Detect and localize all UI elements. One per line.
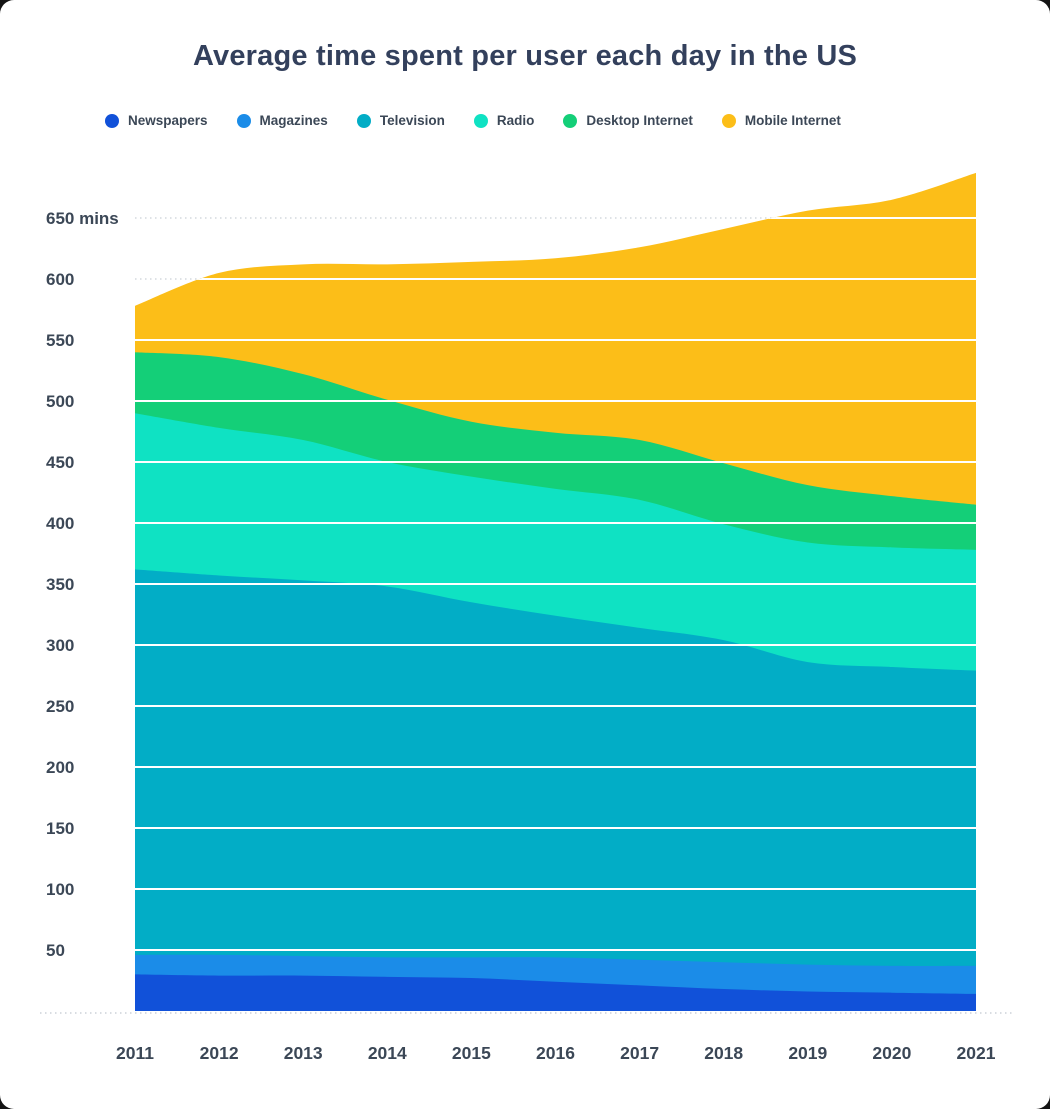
x-tick-label-2015: 2015 — [452, 1043, 491, 1063]
x-tick-label-2018: 2018 — [704, 1043, 743, 1063]
x-tick-label-2019: 2019 — [788, 1043, 827, 1063]
y-tick-label-500: 500 — [46, 392, 74, 411]
x-tick-label-2021: 2021 — [957, 1043, 996, 1063]
y-tick-label-550: 550 — [46, 331, 74, 350]
chart-title: Average time spent per user each day in … — [192, 40, 858, 72]
mobile-internet-legend-dot — [721, 113, 736, 128]
y-tick-label-100: 100 — [46, 880, 74, 899]
legend-label: Newspapers — [128, 113, 208, 128]
magazines-legend-dot — [236, 113, 251, 128]
x-tick-label-2011: 2011 — [116, 1043, 154, 1063]
x-tick-label-2016: 2016 — [536, 1043, 575, 1063]
y-tick-label-150: 150 — [46, 819, 74, 838]
x-tick-label-2017: 2017 — [620, 1043, 659, 1063]
y-tick-label-350: 350 — [46, 575, 74, 594]
y-tick-label-600: 600 — [46, 270, 74, 289]
x-tick-label-2014: 2014 — [368, 1043, 407, 1063]
y-tick-label-400: 400 — [46, 514, 74, 533]
legend-label: Radio — [496, 113, 535, 128]
legend-label: Mobile Internet — [744, 113, 841, 128]
x-tick-label-2020: 2020 — [872, 1043, 911, 1063]
desktop-internet-legend-dot — [563, 113, 578, 128]
newspapers-legend-dot — [105, 113, 119, 128]
legend: Newspapers Magazines Television Radio Deskto… — [105, 113, 841, 128]
television-legend-dot — [356, 113, 371, 128]
y-tick-label-300: 300 — [46, 636, 74, 655]
legend-label: Desktop Internet — [586, 113, 693, 128]
legend-item-desktop-internet: Desktop Internet — [563, 113, 693, 128]
area-newspapers — [135, 974, 976, 1011]
radio-legend-dot — [473, 113, 488, 128]
x-tick-label-2012: 2012 — [200, 1043, 239, 1063]
legend-item-radio: Radio — [473, 113, 535, 128]
area-television — [135, 569, 976, 1011]
y-tick-label-250: 250 — [46, 697, 74, 716]
x-tick-label-2013: 2013 — [284, 1043, 323, 1063]
legend-item-television: Television — [356, 113, 445, 128]
y-tick-label-650: 650 mins — [46, 209, 119, 228]
legend-item-magazines: Magazines — [236, 113, 328, 128]
y-tick-label-50: 50 — [46, 941, 65, 960]
legend-item-mobile-internet: Mobile Internet — [721, 113, 841, 128]
y-tick-label-200: 200 — [46, 758, 74, 777]
y-tick-label-450: 450 — [46, 453, 74, 472]
legend-label: Magazines — [259, 113, 328, 128]
legend-label: Television — [379, 113, 445, 128]
legend-item-newspapers: Newspapers — [105, 113, 208, 128]
